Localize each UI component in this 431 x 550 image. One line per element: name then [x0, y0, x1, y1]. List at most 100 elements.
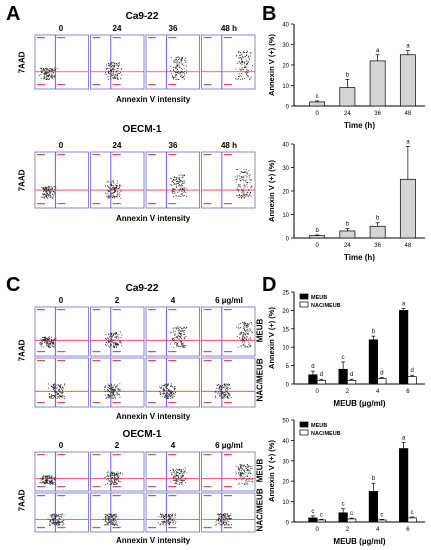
panel-c-bottom-dose: 6 µg/ml [215, 441, 243, 450]
significance-letter: b [372, 329, 376, 335]
flow-plot-frame [34, 34, 89, 90]
flow-plot-frame [34, 357, 89, 408]
quadrant-percent-mark [92, 527, 101, 529]
quadrant-percent-mark [37, 454, 45, 456]
flow-events [158, 513, 177, 526]
y-tick-label: 20 [282, 190, 289, 196]
quadrant-percent-mark [168, 309, 177, 311]
quadrant-percent-mark [57, 527, 66, 529]
y-tick-label: 15 [282, 327, 289, 333]
flow-plot-frame [90, 306, 145, 357]
flow-plot [145, 451, 200, 492]
flow-events [105, 331, 123, 349]
quadrant-percent-mark [57, 37, 66, 39]
quadrant-percent-mark [37, 37, 45, 39]
x-tick-label: 4 [376, 389, 380, 395]
quadrant-percent-mark [57, 351, 66, 353]
quadrant-percent-mark [168, 84, 177, 86]
flow-events [39, 67, 58, 81]
quadrant-percent-mark [223, 84, 232, 86]
x-tick-label: 24 [344, 111, 351, 117]
quadrant-percent-mark [57, 454, 66, 456]
quadrant-percent-mark [57, 203, 66, 205]
quadrant-percent-mark [148, 486, 156, 488]
panel-a-top-timepoint: 0 [58, 24, 64, 33]
flow-plot [34, 451, 89, 492]
flow-plot [90, 306, 145, 357]
x-axis-label: Time (h) [344, 121, 375, 130]
quadrant-percent-mark [92, 203, 101, 205]
panel-c-bottom-flow-plots [34, 451, 256, 533]
legend-label: NAC/MEUB [311, 303, 341, 309]
flow-plot-frame [145, 492, 200, 533]
significance-letter: c [411, 510, 414, 516]
quadrant-percent-mark [168, 203, 177, 205]
quadrant-percent-mark [203, 402, 212, 404]
flow-plot [145, 357, 200, 408]
quadrant-percent-mark [112, 360, 121, 362]
flow-plot-frame [34, 451, 89, 492]
quadrant-percent-mark [223, 527, 232, 529]
x-axis-label: Time (h) [344, 253, 375, 262]
bar [407, 376, 417, 385]
y-tick-label: 40 [282, 143, 289, 149]
y-tick-label: 40 [282, 439, 289, 445]
quadrant-percent-mark [92, 402, 101, 404]
significance-letter: b [346, 222, 350, 228]
panel-a-bottom-xlabel: Annexin V intensity [116, 214, 191, 223]
significance-letter: a [402, 435, 406, 441]
x-tick-label: 24 [344, 243, 351, 249]
quadrant-percent-mark [203, 84, 212, 86]
panel-a-bottom-timepoint: 36 [168, 141, 178, 150]
panel-c-bottom-xlabel: Annexin V intensity [116, 536, 191, 545]
quadrant-percent-mark [112, 351, 121, 353]
flow-events [234, 169, 253, 199]
flow-plot [90, 492, 145, 533]
bar [347, 379, 357, 385]
quadrant-percent-mark [148, 454, 156, 456]
flow-events [47, 383, 66, 400]
y-tick-label: 0 [286, 105, 290, 111]
flow-plot-frame [145, 451, 200, 492]
bar [309, 101, 326, 107]
flow-plot [201, 451, 256, 492]
quadrant-percent-mark [168, 454, 177, 456]
quadrant-percent-mark [92, 351, 101, 353]
panel-a-top-title: Ca9-22 [125, 11, 159, 22]
quadrant-percent-mark [223, 402, 232, 404]
panel-letter-c: C [6, 274, 21, 296]
bar [399, 310, 409, 385]
quadrant-percent-mark [57, 84, 66, 86]
significance-letter: b [346, 72, 350, 78]
quadrant-percent-mark [203, 351, 212, 353]
quadrant-percent-mark [37, 203, 45, 205]
significance-letter: a [402, 302, 406, 308]
significance-letter: b [376, 216, 380, 222]
significance-letter: d [350, 372, 353, 378]
quadrant-percent-mark [148, 203, 156, 205]
flow-plot [201, 492, 256, 533]
flow-events [105, 180, 122, 199]
quadrant-percent-mark [37, 486, 45, 488]
significance-letter: c [316, 94, 319, 100]
flow-plot [34, 151, 89, 209]
quadrant-percent-mark [148, 154, 156, 156]
panel-a-bottom-title: OECM-1 [122, 124, 162, 135]
significance-letter: a [406, 44, 410, 50]
bar [369, 60, 386, 107]
bar [347, 518, 357, 523]
flow-plot-frame [145, 306, 200, 357]
quadrant-percent-mark [92, 360, 101, 362]
flow-plot-frame [201, 34, 256, 90]
y-axis-label: Annexin V (+) (%) [267, 160, 276, 222]
flow-plot [201, 151, 256, 209]
quadrant-percent-mark [223, 309, 232, 311]
flow-plot [90, 34, 145, 90]
flow-events [214, 383, 232, 399]
x-tick-label: 0 [315, 527, 319, 533]
quadrant-percent-mark [112, 203, 121, 205]
bar [308, 374, 318, 385]
flow-events [170, 326, 188, 348]
bar [339, 87, 356, 107]
y-tick-label: 25 [282, 291, 289, 297]
